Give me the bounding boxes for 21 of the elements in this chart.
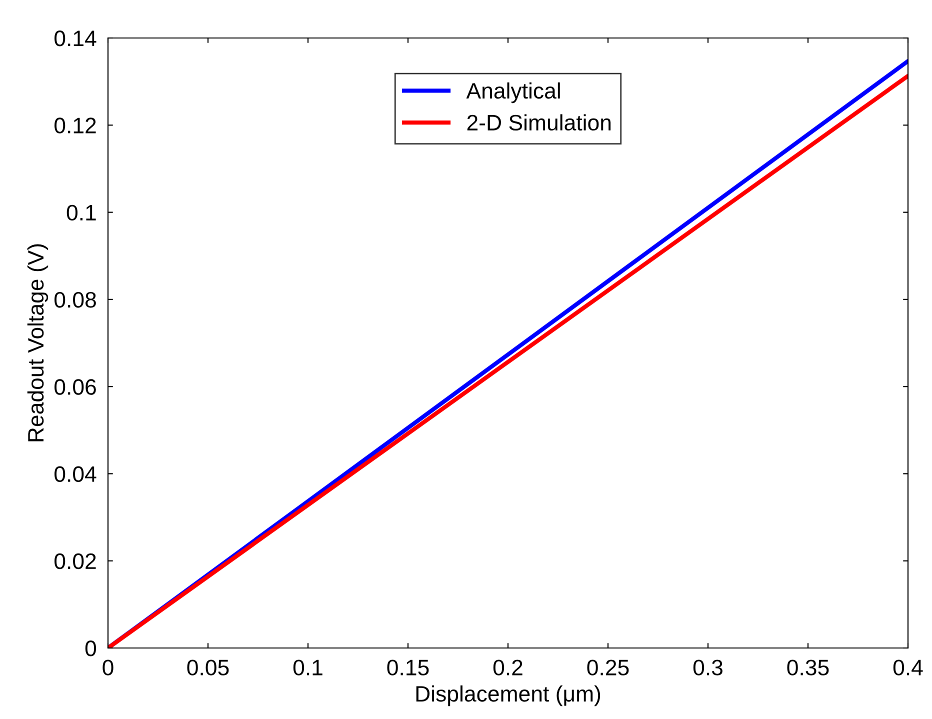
y-tick-label: 0.1 bbox=[66, 204, 96, 221]
x-tick-label: 0.15 bbox=[387, 660, 429, 676]
x-tick-label: 0.05 bbox=[187, 660, 229, 676]
y-tick-label: 0 bbox=[85, 640, 96, 656]
x-tick-label: 0 bbox=[102, 660, 114, 676]
y-axis-title: Readout Voltage (V) bbox=[27, 244, 48, 442]
y-tick-label: 0.14 bbox=[54, 30, 96, 46]
y-tick-label: 0.08 bbox=[54, 292, 96, 308]
legend-label: 2-D Simulation bbox=[467, 114, 611, 131]
x-tick-label: 0.3 bbox=[693, 660, 722, 676]
x-tick-label: 0.4 bbox=[893, 660, 923, 676]
y-tick-label: 0.02 bbox=[54, 553, 96, 570]
y-tick-label: 0.06 bbox=[54, 379, 96, 395]
y-tick-label: 0.04 bbox=[54, 466, 96, 482]
x-tick-label: 0.25 bbox=[587, 660, 629, 676]
x-axis-title: Displacement (μm) bbox=[416, 685, 600, 706]
x-tick-label: 0.35 bbox=[787, 660, 829, 676]
x-tick-label: 0.2 bbox=[493, 660, 522, 676]
y-tick-label: 0.12 bbox=[54, 118, 96, 134]
x-tick-label: 0.1 bbox=[293, 660, 322, 676]
legend-label: Analytical bbox=[466, 82, 560, 104]
